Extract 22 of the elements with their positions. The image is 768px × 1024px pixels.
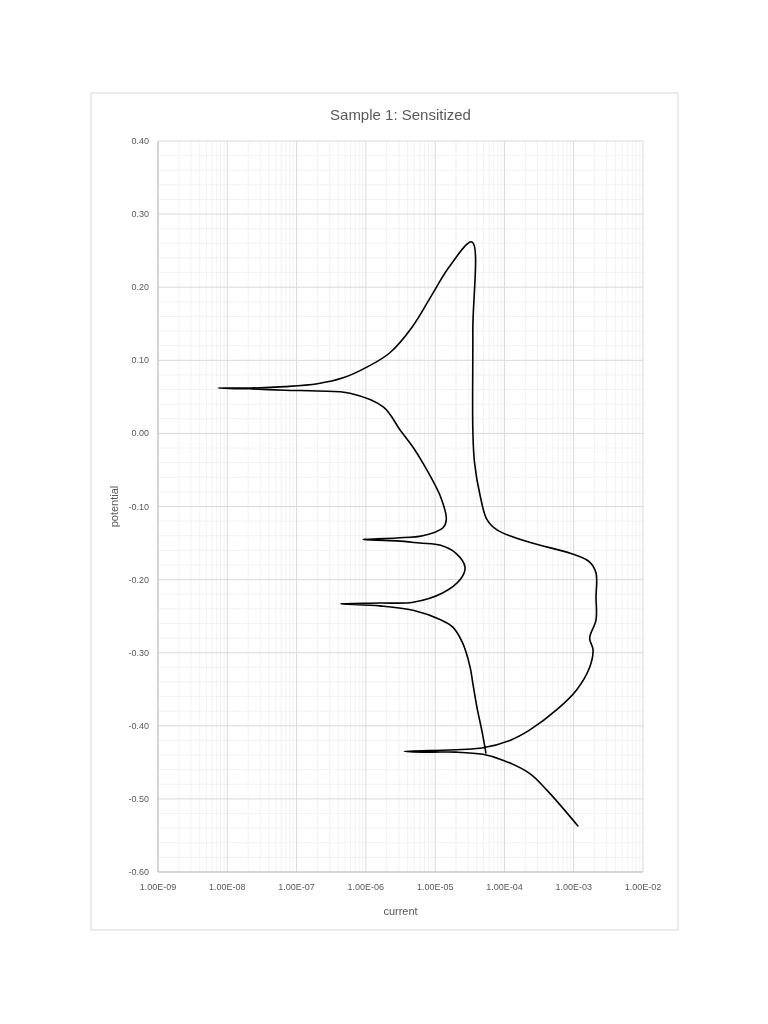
y-tick-label: 0.20: [131, 282, 149, 293]
x-tick-label: 1.00E-06: [347, 882, 385, 892]
y-tick-label: 0.00: [131, 428, 149, 439]
x-tick-label: 1.00E-03: [555, 882, 592, 892]
y-tick-label: 0.10: [131, 355, 149, 366]
x-tick-label: 1.00E-02: [624, 882, 662, 892]
y-tick-label: 0.30: [131, 209, 149, 220]
y-tick-label: -0.40: [128, 720, 149, 731]
x-tick-label: 1.00E-08: [209, 882, 246, 892]
x-axis-title: current: [383, 905, 418, 917]
y-axis-title: potential: [108, 485, 120, 528]
chart-title: Sample 1: Sensitized: [330, 106, 471, 123]
x-tick-label: 1.00E-09: [139, 882, 177, 892]
y-tick-label: -0.60: [128, 867, 149, 877]
x-tick-label: 1.00E-04: [486, 882, 523, 892]
x-tick-label: 1.00E-07: [278, 882, 315, 892]
y-tick-label: -0.50: [128, 793, 149, 804]
y-tick-label: -0.30: [128, 647, 149, 658]
y-tick-label: 0.40: [131, 136, 149, 146]
x-tick-label: 1.00E-05: [416, 882, 454, 892]
y-tick-label: -0.20: [128, 574, 149, 585]
y-tick-label: -0.10: [128, 501, 149, 512]
